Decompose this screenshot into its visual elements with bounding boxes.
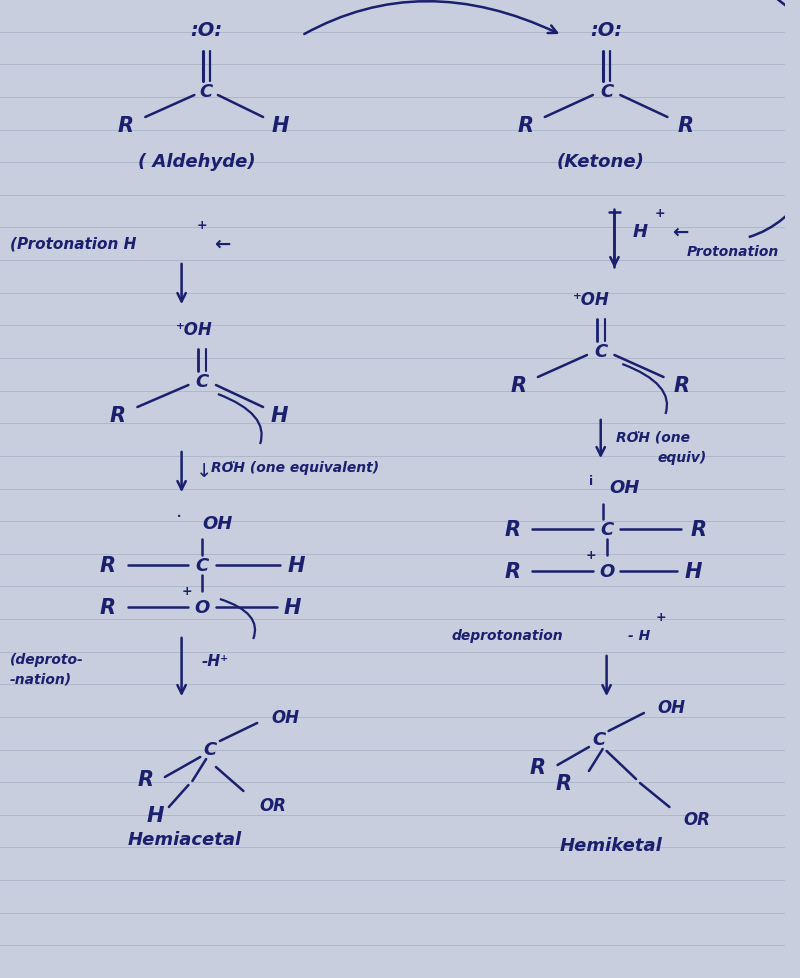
Text: equiv): equiv) xyxy=(658,451,707,465)
Text: ⁺OH: ⁺OH xyxy=(176,321,213,338)
Text: C: C xyxy=(199,83,213,101)
Text: OH: OH xyxy=(658,698,686,716)
Text: R: R xyxy=(677,115,693,136)
Text: ·: · xyxy=(175,508,182,527)
Text: R: R xyxy=(504,519,521,540)
Text: Hemiacetal: Hemiacetal xyxy=(127,830,242,848)
Text: R: R xyxy=(673,376,690,395)
Text: :O:: :O: xyxy=(190,21,222,39)
Text: C: C xyxy=(594,342,607,361)
Text: OR: OR xyxy=(683,810,710,828)
Text: (deproto-: (deproto- xyxy=(10,652,83,666)
Text: OH: OH xyxy=(609,478,639,497)
Text: C: C xyxy=(195,373,209,390)
Text: - H: - H xyxy=(628,628,650,643)
Text: R: R xyxy=(530,757,546,778)
Text: ⁺OH: ⁺OH xyxy=(573,290,610,309)
Text: deprotonation: deprotonation xyxy=(451,628,563,643)
Text: C: C xyxy=(195,556,209,574)
Text: RÖH (one: RÖH (one xyxy=(617,430,690,445)
Text: +: + xyxy=(654,206,665,220)
Text: :O:: :O: xyxy=(590,21,622,39)
Text: +: + xyxy=(196,219,207,232)
Text: C: C xyxy=(600,520,614,539)
Text: H: H xyxy=(288,556,305,575)
Text: O: O xyxy=(194,599,210,616)
Text: H: H xyxy=(271,406,289,425)
Text: (Protonation H: (Protonation H xyxy=(10,237,136,251)
Text: R: R xyxy=(138,770,154,789)
Text: ←: ← xyxy=(214,235,230,253)
Text: C: C xyxy=(600,83,614,101)
Text: +: + xyxy=(181,585,192,598)
Text: ( Aldehyde): ( Aldehyde) xyxy=(138,153,255,171)
Text: -H⁺: -H⁺ xyxy=(202,654,228,669)
Text: R: R xyxy=(691,519,707,540)
Text: i: i xyxy=(589,475,593,488)
Text: R: R xyxy=(100,598,116,617)
Text: R: R xyxy=(110,406,126,425)
Text: R: R xyxy=(510,376,526,395)
Text: H: H xyxy=(284,598,302,617)
Text: H: H xyxy=(684,561,702,581)
Text: R: R xyxy=(118,115,134,136)
FancyArrowPatch shape xyxy=(304,2,557,35)
Text: (Ketone): (Ketone) xyxy=(557,153,645,171)
Text: +: + xyxy=(655,610,666,623)
Text: R: R xyxy=(504,561,521,581)
Text: -nation): -nation) xyxy=(10,672,72,687)
Text: R: R xyxy=(555,774,571,793)
Text: C: C xyxy=(592,731,606,748)
Text: ↓: ↓ xyxy=(196,462,213,481)
Text: H: H xyxy=(272,115,290,136)
Text: ←: ← xyxy=(672,222,689,242)
Text: Protonation: Protonation xyxy=(687,244,779,259)
Text: H: H xyxy=(633,223,648,241)
Text: OR: OR xyxy=(259,796,286,814)
Text: H: H xyxy=(146,805,164,825)
Text: O: O xyxy=(599,562,614,580)
Text: +: + xyxy=(586,549,596,561)
Text: C: C xyxy=(203,740,217,758)
Text: OH: OH xyxy=(202,514,233,532)
Text: R: R xyxy=(517,115,533,136)
Text: OH: OH xyxy=(271,708,299,727)
Text: Hemiketal: Hemiketal xyxy=(559,836,662,854)
Text: RÖH (one equivalent): RÖH (one equivalent) xyxy=(211,461,379,474)
Text: R: R xyxy=(100,556,116,575)
